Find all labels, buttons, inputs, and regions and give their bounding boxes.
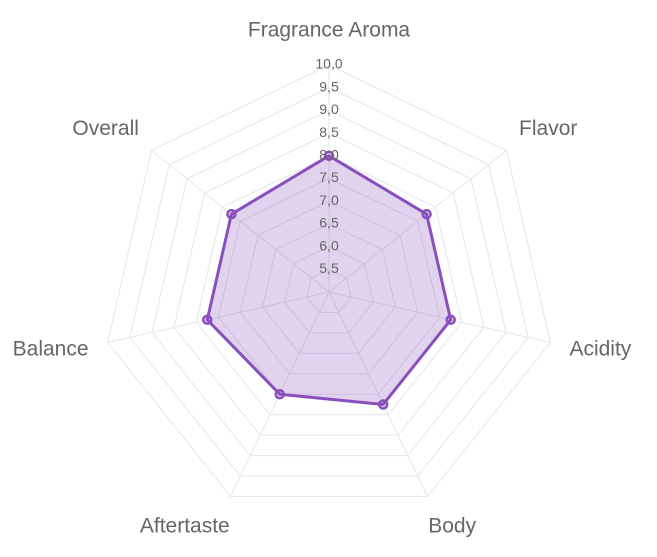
- grid-ring-8: [151, 109, 507, 457]
- spoke-6: [107, 291, 330, 343]
- tick-label: 5,5: [319, 260, 339, 276]
- axis-label-acidity: Acidity: [569, 338, 631, 361]
- tick-label: 7,0: [319, 192, 339, 208]
- data-point-flavor: [421, 208, 432, 220]
- axis-label-aftertaste: Aftertaste: [140, 515, 230, 538]
- data-point-body: [377, 399, 389, 410]
- data-point-balance: [202, 314, 213, 326]
- data-point-overall: [226, 208, 237, 220]
- grid-ring-5: [217, 177, 441, 395]
- grid-ring-3: [262, 223, 396, 354]
- tick-label: 10,0: [315, 56, 342, 72]
- grid-ring-7: [173, 132, 485, 436]
- axis-label-body: Body: [428, 515, 476, 538]
- series-layer: [202, 150, 456, 410]
- data-point-fragrance-aroma: [323, 150, 335, 162]
- data-point-acidity: [445, 314, 456, 326]
- tick-label-layer: 5,5 6,0 6,5 7,0 7,5 8,0 8,5 9,0 9,5 10,0: [315, 56, 342, 276]
- axis-label-fragrance-aroma: Fragrance Aroma: [248, 19, 411, 42]
- grid-layer: [107, 64, 551, 498]
- tick-label: 8,0: [319, 147, 339, 163]
- tick-label: 6,5: [319, 215, 339, 231]
- spoke-4: [328, 291, 428, 497]
- spoke-2: [328, 150, 507, 293]
- data-point-aftertaste: [274, 389, 285, 400]
- spoke-7: [151, 150, 330, 293]
- grid-ring-1: [306, 268, 352, 313]
- grid-ring-4: [239, 200, 419, 375]
- tick-label: 9,0: [319, 101, 339, 117]
- axis-label-overall: Overall: [72, 117, 139, 140]
- tick-label: 9,5: [319, 78, 339, 94]
- axis-label-flavor: Flavor: [519, 117, 577, 140]
- tick-label: 8,5: [319, 124, 339, 140]
- series-area-1: [205, 154, 453, 406]
- grid-ring-2: [284, 246, 374, 334]
- tick-label: 6,0: [319, 237, 339, 253]
- grid-ring-10: [107, 64, 551, 498]
- axis-label-layer: Fragrance Aroma Flavor Acidity Body Aftertas…: [13, 19, 632, 538]
- grid-ring-6: [195, 155, 463, 416]
- spoke-3: [328, 291, 551, 343]
- tick-label: 7,5: [319, 169, 339, 185]
- grid-ring-9: [129, 87, 529, 477]
- axis-label-balance: Balance: [13, 338, 89, 361]
